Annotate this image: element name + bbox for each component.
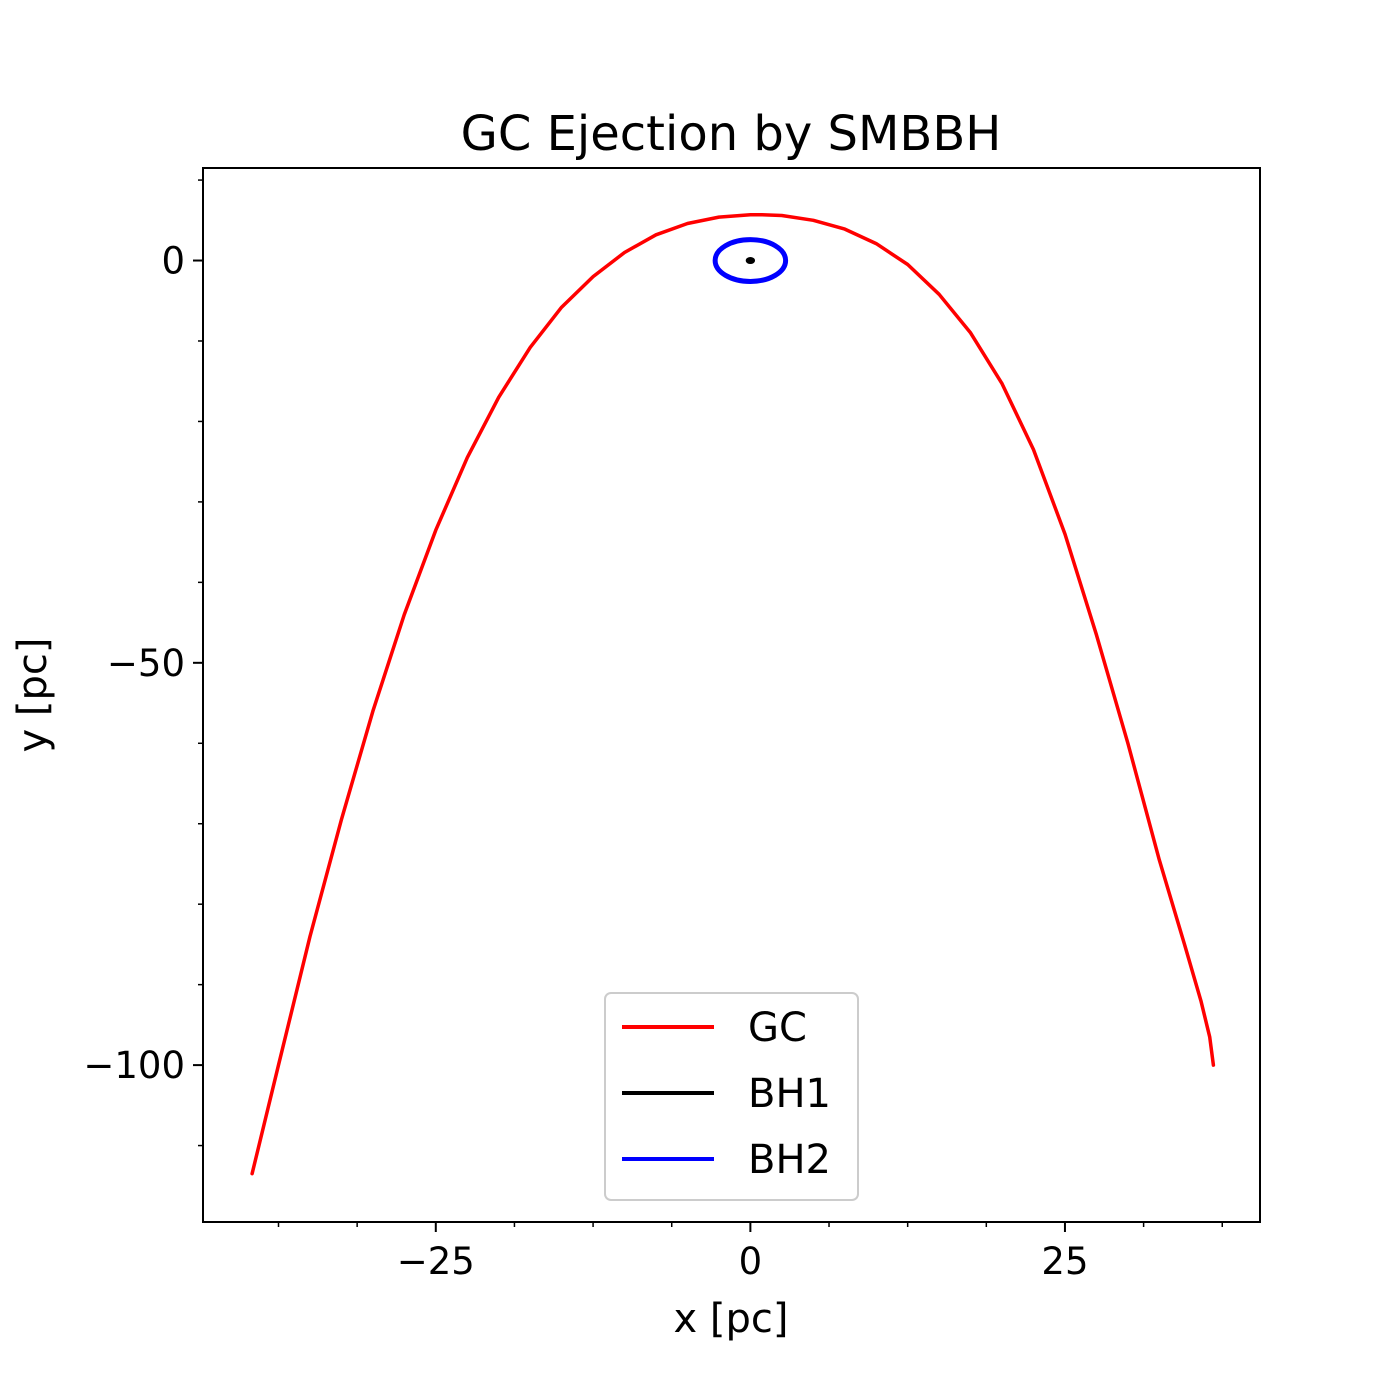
plot-frame xyxy=(202,167,1261,1223)
y-tick-label: −100 xyxy=(83,1044,185,1087)
x-tick-label: 0 xyxy=(739,1240,763,1283)
chart-title: GC Ejection by SMBBH xyxy=(461,106,1002,162)
legend: GC BH1 BH2 xyxy=(604,992,859,1201)
x-tick-label: 25 xyxy=(1041,1240,1088,1283)
y-axis-label: y [pc] xyxy=(10,638,56,753)
y-tick-label: −50 xyxy=(107,642,185,685)
y-tick-label: 0 xyxy=(161,240,185,283)
x-tick-label: −25 xyxy=(397,1240,475,1283)
legend-label-bh2: BH2 xyxy=(748,1137,831,1183)
series-layer xyxy=(250,212,1216,1176)
legend-box xyxy=(604,992,859,1201)
x-axis-label: x [pc] xyxy=(674,1296,789,1342)
legend-label-bh1: BH1 xyxy=(748,1071,831,1117)
legend-items: GC BH1 BH2 xyxy=(622,1005,831,1183)
ticks-layer: −25 0 25 0 −50 −100 xyxy=(83,179,1223,1283)
series-orbit-bh2 xyxy=(712,237,789,284)
series-line-gc xyxy=(250,212,1216,1176)
legend-label-gc: GC xyxy=(748,1005,807,1051)
series-orbit-bh1 xyxy=(745,257,756,265)
